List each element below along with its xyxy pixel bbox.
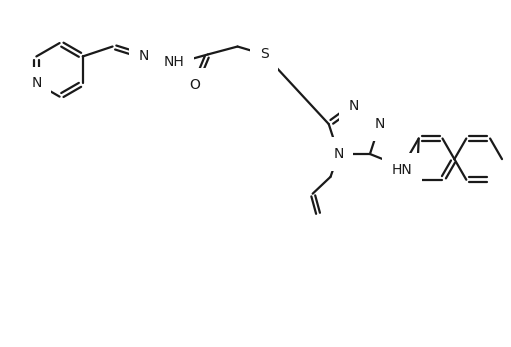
Text: NH: NH [164, 56, 184, 69]
Text: N: N [31, 76, 41, 90]
Text: S: S [260, 48, 269, 61]
Text: N: N [139, 49, 150, 64]
Text: N: N [375, 117, 385, 131]
Text: N: N [333, 147, 344, 161]
Text: N: N [349, 99, 359, 112]
Text: HN: HN [391, 163, 412, 177]
Text: O: O [190, 78, 200, 92]
